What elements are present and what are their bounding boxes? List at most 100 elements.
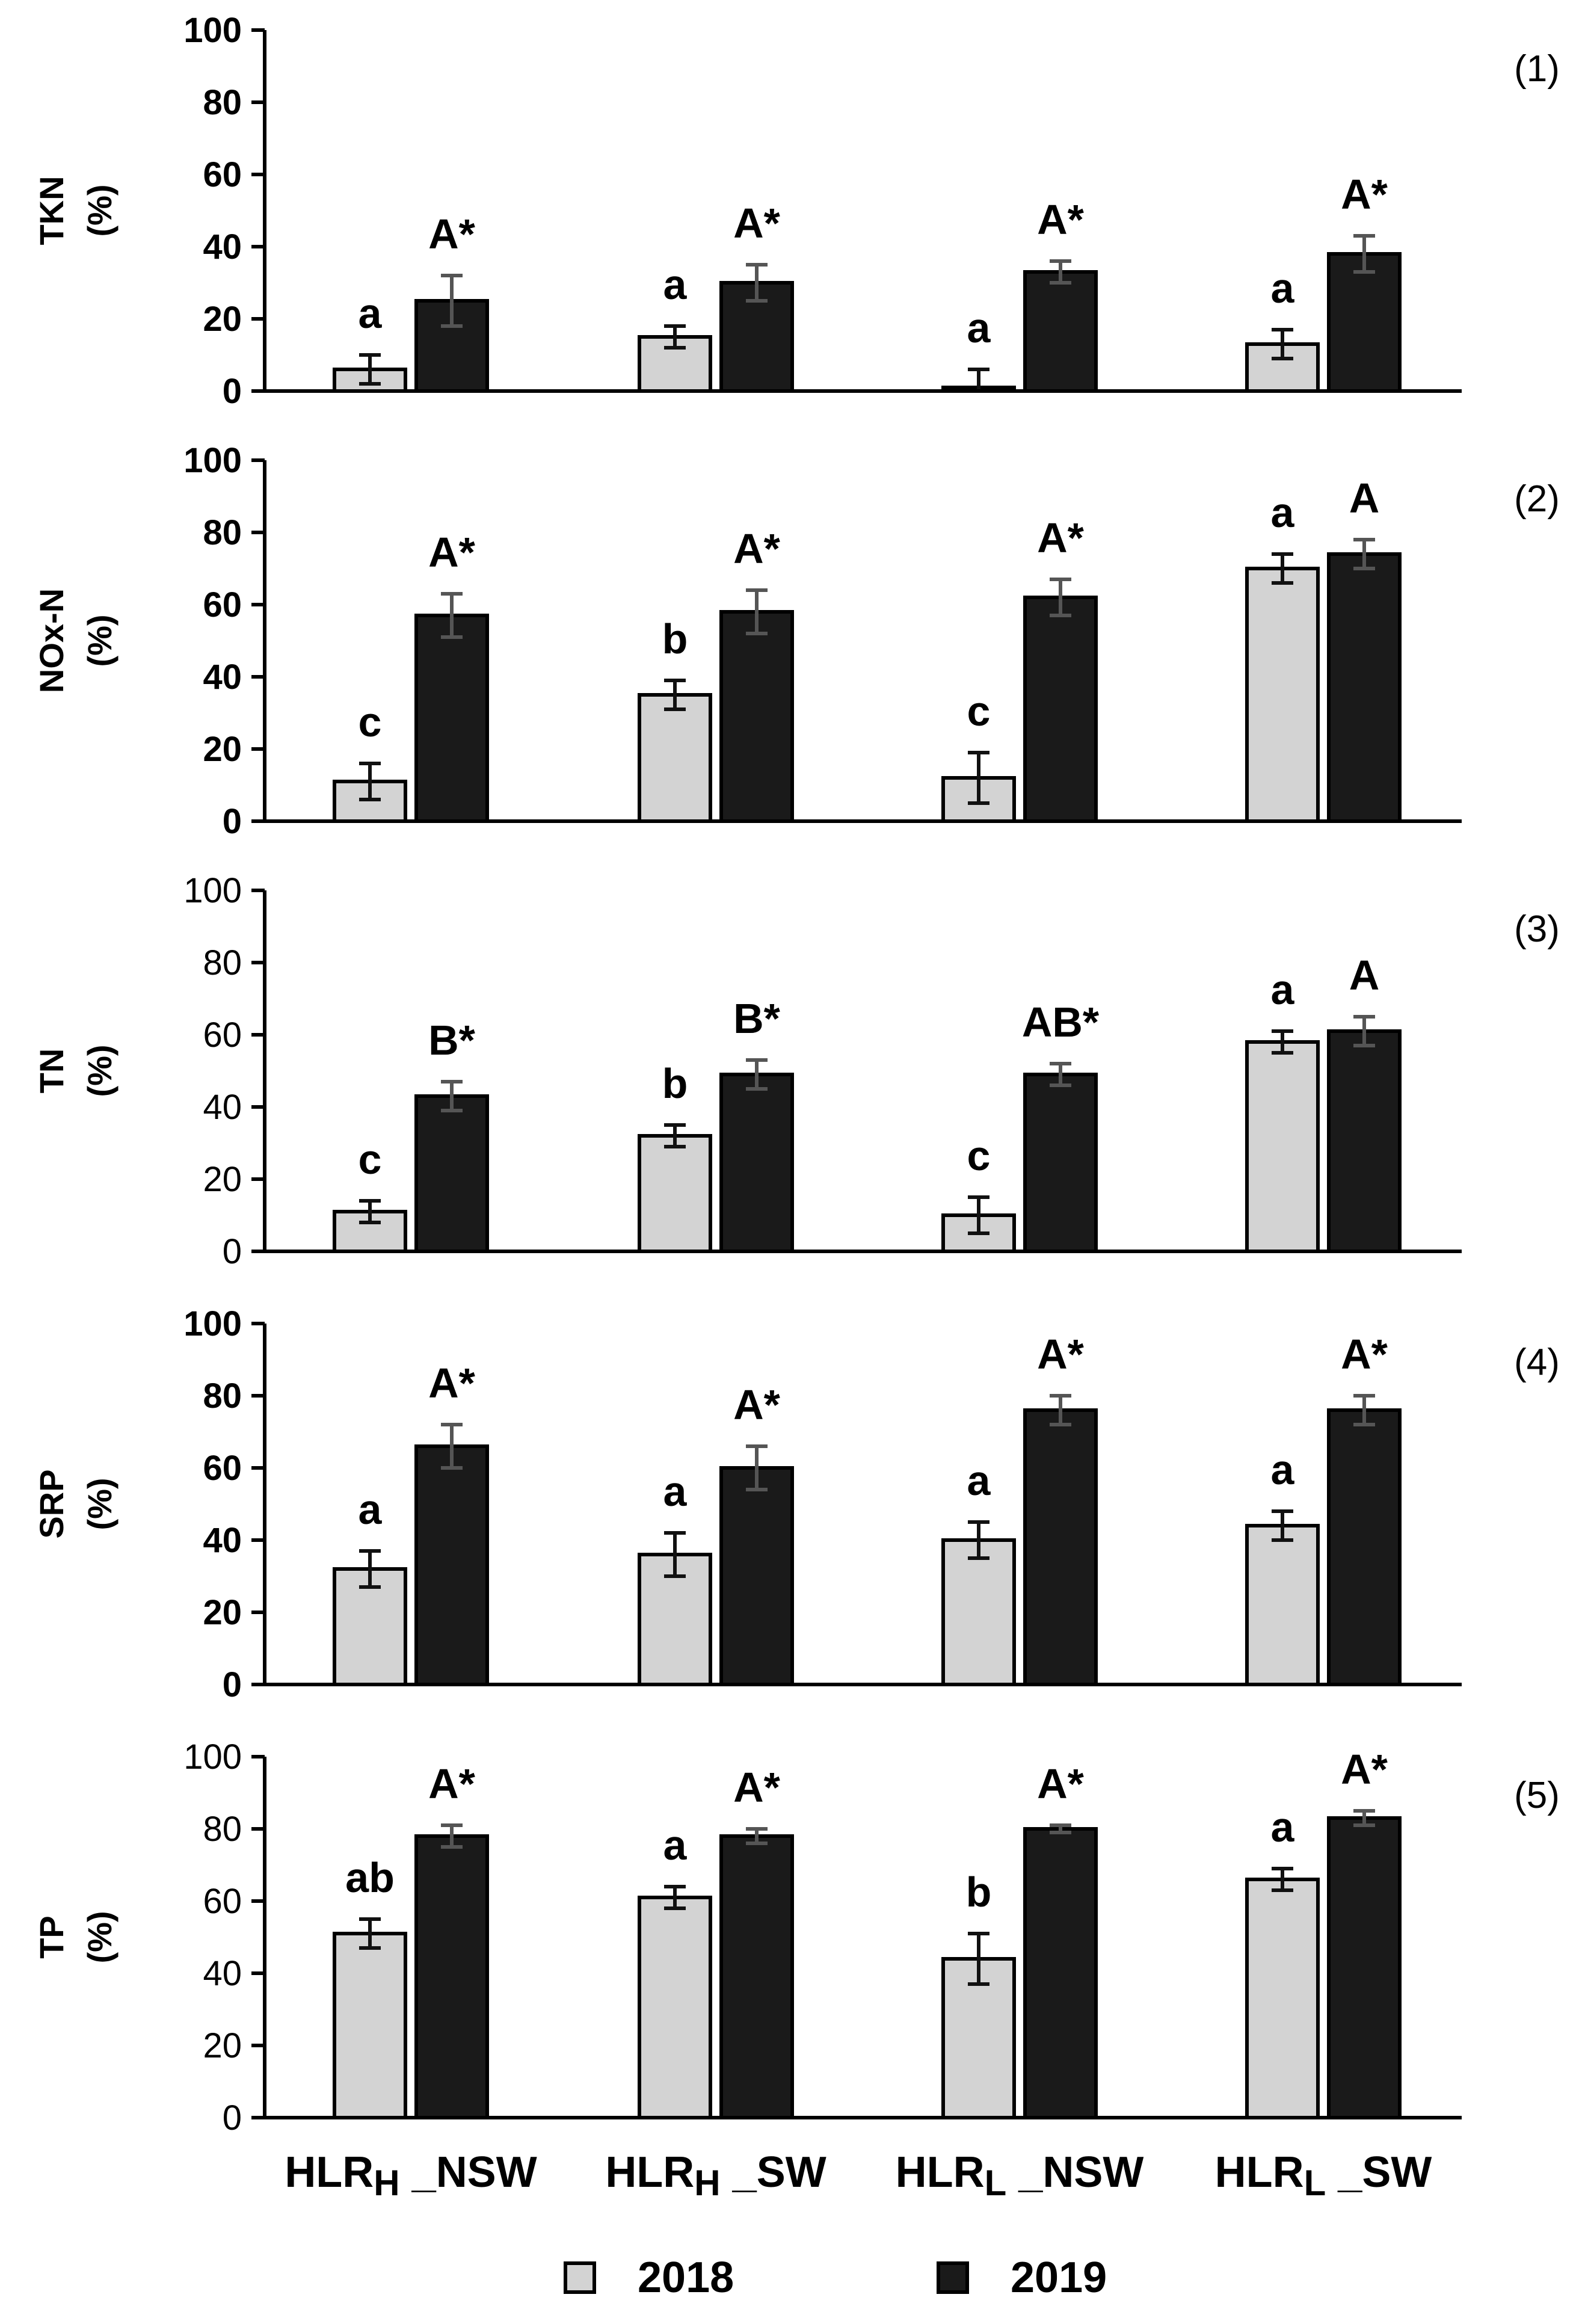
bar-2019 — [1023, 270, 1098, 393]
y-axis-title: TKN — [32, 176, 70, 245]
y-axis-unit: (%) — [81, 1911, 118, 1963]
bar-2019 — [1327, 1029, 1402, 1253]
significance-letter: A* — [1341, 1746, 1388, 1793]
significance-letter: B* — [733, 995, 781, 1042]
y-tick-label: 100 — [183, 11, 242, 50]
y-axis-unit: (%) — [81, 184, 118, 236]
significance-letter: A* — [1341, 1331, 1388, 1378]
significance-letter: A* — [428, 1360, 476, 1407]
significance-letter: b — [966, 1869, 992, 1916]
y-tick-label: 0 — [223, 1232, 242, 1271]
significance-letter: A — [1349, 475, 1380, 522]
bar-2019 — [1023, 1827, 1098, 2119]
y-axis-title: TP — [32, 1916, 70, 1959]
bar-2018 — [1245, 1878, 1320, 2119]
panel-label: (4) — [1514, 1342, 1560, 1383]
significance-letter: B* — [428, 1017, 476, 1064]
significance-letter: AB* — [1022, 999, 1100, 1046]
bar-2019 — [719, 1834, 794, 2119]
panel-label: (1) — [1514, 48, 1560, 90]
significance-letter: a — [1271, 1804, 1295, 1851]
x-category-label: HLRH _NSW — [285, 2148, 537, 2203]
y-axis-title: TN — [32, 1049, 70, 1094]
significance-letter: c — [967, 1132, 991, 1179]
y-tick-label: 80 — [203, 1810, 242, 1849]
significance-letter: a — [1271, 966, 1295, 1013]
significance-letter: A* — [733, 1381, 781, 1428]
significance-letter: a — [359, 290, 383, 337]
significance-letter: A* — [733, 200, 781, 247]
x-category-label: HLRL _SW — [1215, 2148, 1432, 2203]
y-tick-label: 60 — [203, 1882, 242, 1921]
x-category-label: HLRH _SW — [605, 2148, 826, 2203]
significance-letter: a — [663, 1468, 688, 1515]
significance-letter: A* — [733, 1764, 781, 1811]
panel-label: (3) — [1514, 908, 1560, 950]
bar-2018 — [638, 693, 712, 823]
y-tick-label: 80 — [203, 943, 242, 982]
y-tick-label: 20 — [203, 300, 242, 339]
y-tick-label: 40 — [203, 1954, 242, 1993]
y-tick-label: 80 — [203, 1376, 242, 1416]
y-tick-label: 60 — [203, 155, 242, 194]
legend-swatch-2018 — [564, 2261, 596, 2294]
significance-letter: b — [662, 615, 688, 662]
significance-letter: A* — [1341, 171, 1388, 218]
significance-letter: A* — [428, 1760, 476, 1807]
panel-1: 0 20 40 60 80 100 a A* a A* a A* a A* (1) TKN (%) — [32, 11, 1560, 411]
y-tick-label: 40 — [203, 1088, 242, 1127]
y-tick-label: 0 — [223, 802, 242, 841]
y-tick-label: 100 — [183, 871, 242, 910]
panel-2: 0 20 40 60 80 100 c A* b A* c A* a A (2) NOx-N (%) — [32, 441, 1560, 841]
y-tick-label: 40 — [203, 1521, 242, 1560]
bar-2018 — [1245, 1040, 1320, 1253]
bar-2019 — [1327, 552, 1402, 823]
y-tick-label: 60 — [203, 1449, 242, 1488]
bar-2018 — [941, 1538, 1016, 1686]
significance-letter: c — [359, 1136, 382, 1183]
y-tick-label: 0 — [223, 1665, 242, 1704]
bar-2018 — [638, 1896, 712, 2119]
panel-3: 0 20 40 60 80 100 c B* b B* c AB* a A (3) TN (%) — [32, 871, 1560, 1271]
panel-label: (2) — [1514, 478, 1560, 520]
y-tick-label: 20 — [203, 1160, 242, 1199]
y-axis-unit: (%) — [81, 614, 118, 667]
bar-2019 — [719, 1466, 794, 1686]
bar-2019 — [414, 1444, 489, 1686]
legend-label: 2019 — [1011, 2254, 1107, 2302]
y-axis-title: NOx-N — [32, 588, 70, 693]
bar-2018 — [638, 1134, 712, 1253]
bar-2018 — [1245, 567, 1320, 823]
bar-2018 — [333, 1932, 407, 2119]
bar-2019 — [414, 614, 489, 823]
bar-2019 — [1023, 1073, 1098, 1253]
significance-letter: a — [967, 1457, 991, 1504]
panel-5: 0 20 40 60 80 100 ab A* a A* b A* a A* (5) TP (%) — [32, 1737, 1560, 2138]
y-tick-label: 60 — [203, 585, 242, 624]
bar-2019 — [414, 1094, 489, 1253]
y-tick-label: 0 — [223, 2098, 242, 2138]
y-tick-label: 80 — [203, 513, 242, 552]
bar-2019 — [719, 1073, 794, 1253]
significance-letter: A* — [1037, 1331, 1085, 1378]
y-tick-label: 0 — [223, 372, 242, 411]
bar-2019 — [1327, 252, 1402, 393]
y-axis-unit: (%) — [81, 1478, 118, 1530]
significance-letter: a — [663, 1822, 688, 1869]
y-tick-label: 20 — [203, 1593, 242, 1632]
significance-letter: A* — [1037, 196, 1085, 243]
y-tick-label: 60 — [203, 1016, 242, 1055]
y-tick-label: 100 — [183, 1304, 242, 1343]
significance-letter: A — [1349, 952, 1380, 999]
significance-letter: A* — [1037, 514, 1085, 561]
significance-letter: a — [1271, 489, 1295, 536]
y-tick-label: 20 — [203, 2026, 242, 2065]
significance-letter: a — [1271, 265, 1295, 312]
panel-label: (5) — [1514, 1775, 1560, 1816]
bar-2019 — [414, 1834, 489, 2119]
significance-letter: a — [1271, 1446, 1295, 1493]
y-tick-label: 100 — [183, 1737, 242, 1777]
bar-2019 — [1327, 1816, 1402, 2119]
panel-4: 0 20 40 60 80 100 a A* a A* a A* a A* (4) SRP (%) — [32, 1304, 1560, 1704]
